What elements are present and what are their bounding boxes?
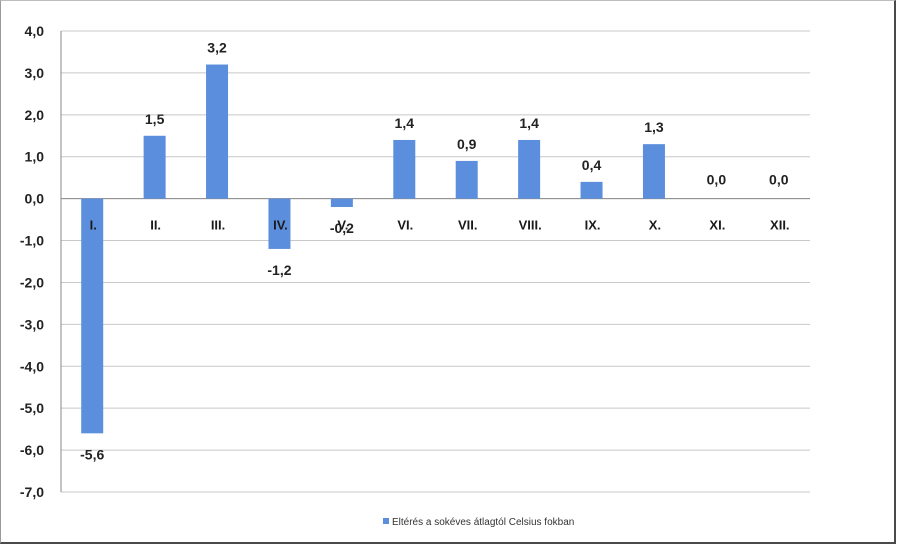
data-label: 0,4: [582, 157, 602, 173]
data-label: 1,3: [644, 119, 664, 135]
gridlines: [61, 30, 810, 493]
bar: [81, 198, 104, 434]
x-tick-label: V.: [337, 218, 348, 233]
data-label: 0,9: [457, 136, 477, 152]
x-tick-label: IV.: [273, 218, 288, 233]
y-tick-label: -5,0: [20, 400, 44, 416]
legend: Eltérés a sokéves átlagtól Celsius fokba…: [383, 517, 574, 528]
y-tick-label: 1,0: [25, 149, 45, 165]
data-label: 3,2: [207, 40, 227, 56]
bar: [268, 198, 291, 249]
x-tick-label: III.: [211, 218, 225, 233]
bar: [642, 144, 665, 199]
y-tick-label: -1,0: [20, 233, 44, 249]
bar: [518, 139, 541, 199]
x-tick-label: X.: [649, 218, 661, 233]
x-tick-label: II.: [150, 218, 161, 233]
legend-swatch: [383, 518, 389, 524]
bar: [580, 181, 603, 199]
y-tick-label: 2,0: [25, 107, 45, 123]
x-tick-label: XI.: [709, 218, 725, 233]
data-label: -0,2: [330, 220, 354, 236]
y-tick-label: 3,0: [25, 65, 45, 81]
bar: [455, 160, 478, 199]
y-tick-label: -2,0: [20, 274, 44, 290]
y-tick-label: -7,0: [20, 484, 44, 500]
bar: [206, 64, 229, 199]
x-tick-label: VI.: [397, 218, 413, 233]
x-tick-label: VII.: [458, 218, 478, 233]
x-tick-label: VIII.: [519, 218, 542, 233]
data-label: -1,2: [267, 262, 291, 278]
axes: [60, 31, 810, 492]
bar: [330, 198, 353, 208]
data-label: -5,6: [80, 446, 104, 462]
y-tick-label: -3,0: [20, 316, 44, 332]
data-label: 0,0: [707, 172, 727, 188]
data-label: 1,4: [395, 115, 415, 131]
legend-label: Eltérés a sokéves átlagtól Celsius fokba…: [392, 517, 574, 528]
y-tick-label: -6,0: [20, 442, 44, 458]
bars: [81, 64, 665, 434]
data-label: 1,5: [145, 111, 165, 127]
x-tick-label: IX.: [585, 218, 601, 233]
bar: [143, 135, 166, 199]
x-tick-label: I.: [90, 218, 97, 233]
y-tick-label: 0,0: [25, 191, 45, 207]
data-labels: -5,6 1,5 3,2 -1,2 -0,2 1,4 0,9 1,4 0,4 1,3 0,0 0,0: [80, 40, 789, 463]
x-tick-label: XII.: [770, 218, 790, 233]
tick-labels: 4,0 3,0 2,0 1,0 0,0 -1,0 -2,0 -3,0 -4,0 -5,0 -6,0 -…: [20, 23, 790, 500]
data-label: 1,4: [519, 115, 539, 131]
data-label: 0,0: [769, 172, 789, 188]
bar: [393, 139, 416, 199]
y-tick-label: -4,0: [20, 358, 44, 374]
y-tick-label: 4,0: [25, 23, 45, 39]
